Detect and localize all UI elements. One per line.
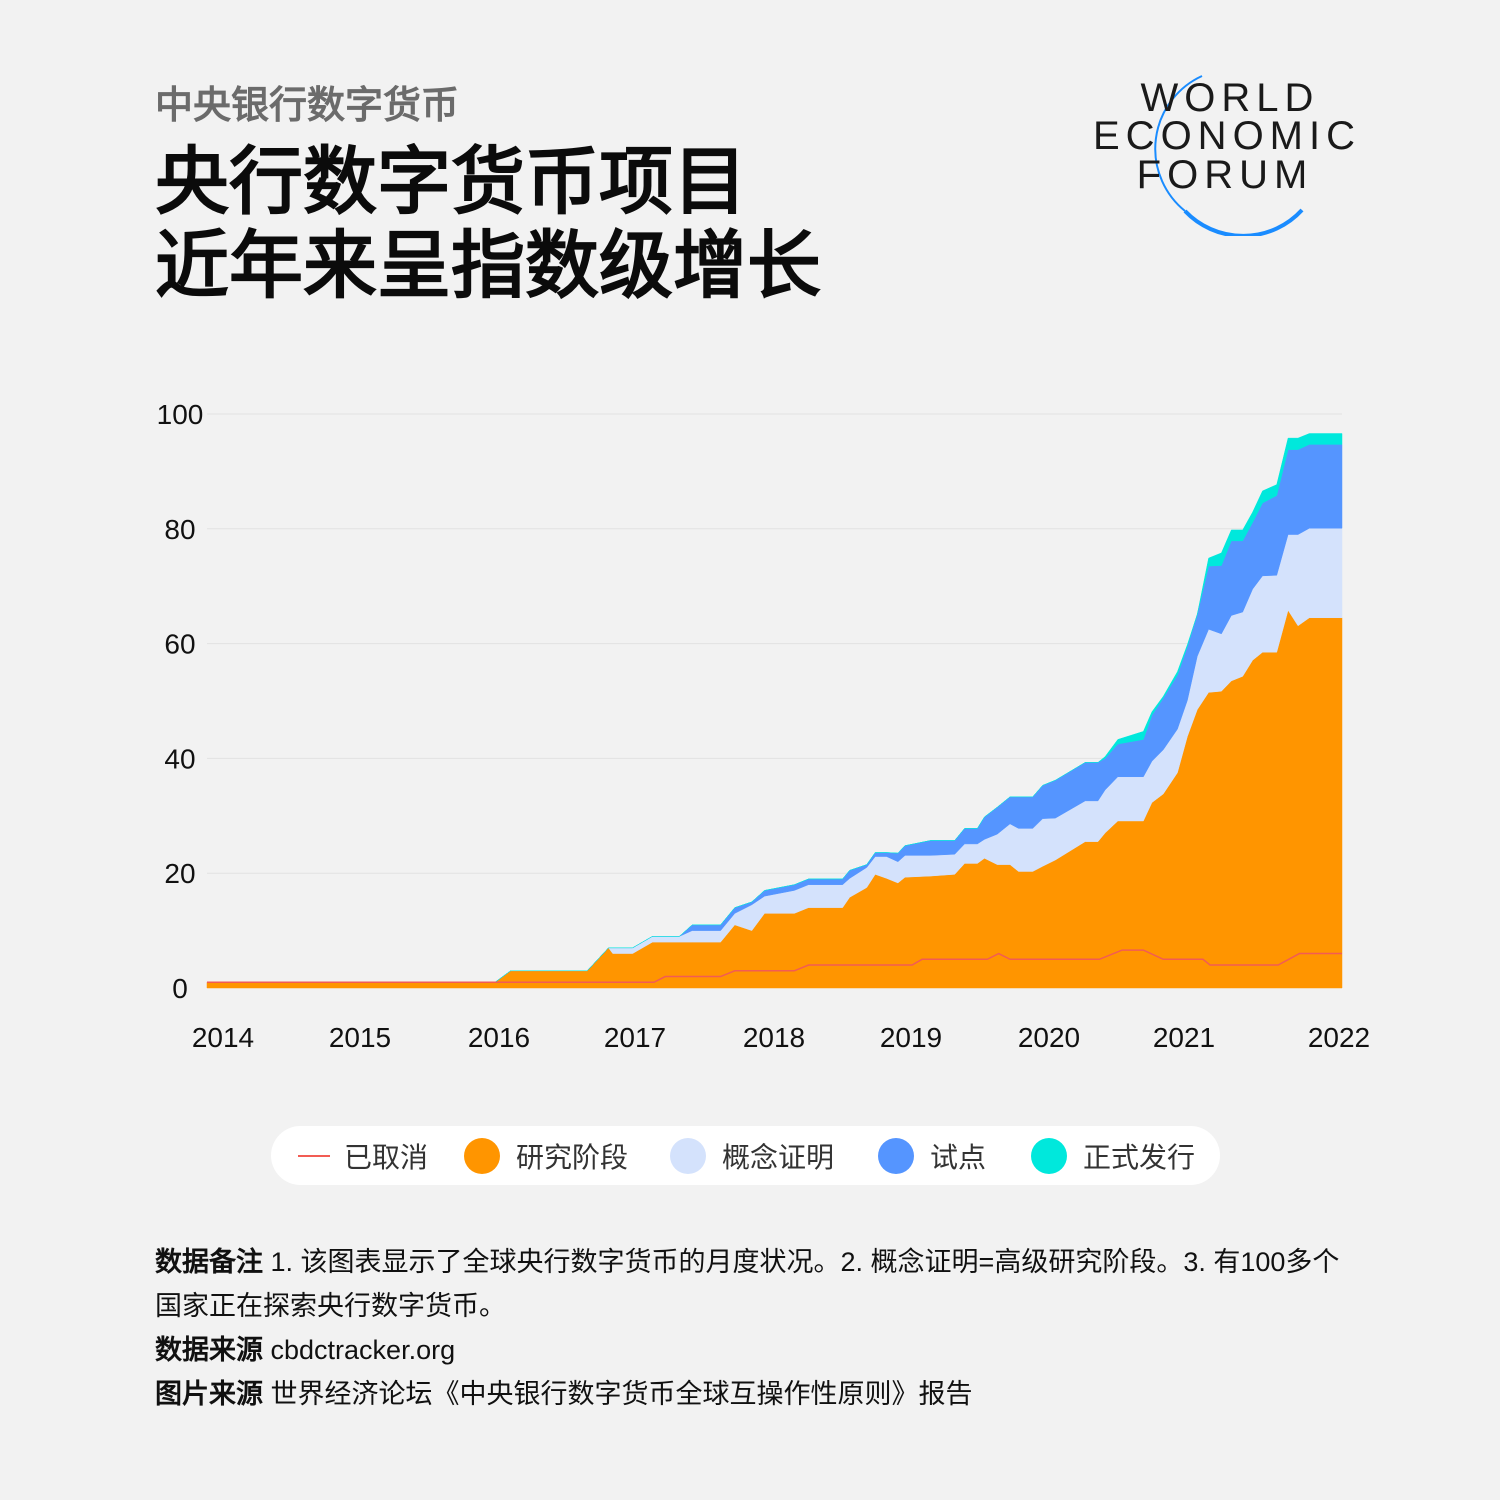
- legend-item-launched: 正式发行: [1031, 1126, 1195, 1185]
- area-launched: [207, 433, 1343, 983]
- y-tick-label: 40: [164, 743, 195, 774]
- research-swatch: [464, 1137, 500, 1174]
- legend: 已取消 研究阶段 概念证明 试点 正式发行: [271, 1126, 1220, 1185]
- title-line-1: 央行数字货币项目: [155, 140, 747, 223]
- page-title: 央行数字货币项目 近年来呈指数级增长: [155, 140, 821, 308]
- legend-label: 正式发行: [1083, 1141, 1196, 1173]
- x-tick-label: 2022: [1308, 1022, 1370, 1053]
- x-tick-label: 2018: [743, 1022, 805, 1053]
- data-notes-text: 1. 该图表显示了全球央行数字货币的月度状况。2. 概念证明=高级研究阶段。3.…: [155, 1247, 1340, 1321]
- logo-line-1: WORLD: [1141, 76, 1320, 120]
- legend-item-cancelled: 已取消: [298, 1126, 428, 1185]
- logo-line-2: ECONOMIC: [1093, 114, 1361, 158]
- data-source: 数据来源 cbdctracker.org: [155, 1328, 1355, 1372]
- source-label: 数据来源: [155, 1335, 263, 1365]
- y-tick-label: 60: [164, 629, 195, 660]
- legend-item-pilot: 试点: [878, 1126, 986, 1185]
- y-tick-label: 80: [164, 514, 195, 545]
- notes: 数据备注 1. 该图表显示了全球央行数字货币的月度状况。2. 概念证明=高级研究…: [155, 1240, 1355, 1416]
- logo-arc-icon: [1154, 75, 1203, 212]
- cancelled-line-swatch: [298, 1154, 330, 1157]
- x-tick-label: 2020: [1018, 1022, 1080, 1053]
- data-notes: 数据备注 1. 该图表显示了全球央行数字货币的月度状况。2. 概念证明=高级研究…: [155, 1240, 1355, 1328]
- legend-label: 已取消: [344, 1141, 429, 1173]
- y-tick-label: 100: [157, 399, 204, 430]
- pilot-swatch: [878, 1137, 914, 1174]
- logo-arc-bold-icon: [1183, 208, 1304, 236]
- y-tick-label: 20: [164, 858, 195, 889]
- image-source-label: 图片来源: [155, 1379, 263, 1409]
- data-notes-label: 数据备注: [155, 1247, 263, 1277]
- wef-logo: WORLD ECONOMIC FORUM: [1093, 75, 1361, 236]
- x-tick-label: 2016: [468, 1022, 530, 1053]
- legend-label: 研究阶段: [516, 1141, 629, 1173]
- line-cancelled: [207, 949, 1342, 984]
- image-source-text: 世界经济论坛《中央银行数字货币全球互操作性原则》报告: [270, 1379, 973, 1409]
- x-tick-label: 2015: [329, 1022, 391, 1053]
- logo-line-3: FORUM: [1137, 153, 1314, 197]
- source-text: cbdctracker.org: [270, 1335, 456, 1365]
- legend-item-research: 研究阶段: [464, 1126, 628, 1185]
- chart: 0 20 40 60 80 100 2014 2015 2016 2017 2018 2019 202…: [157, 399, 1371, 1053]
- kicker: 中央银行数字货币: [155, 85, 460, 127]
- legend-item-poc: 概念证明: [670, 1126, 834, 1185]
- legend-label: 概念证明: [722, 1141, 835, 1173]
- legend-label: 试点: [930, 1141, 987, 1173]
- title-line-2: 近年来呈指数级增长: [155, 224, 821, 307]
- x-tick-label: 2014: [192, 1022, 254, 1053]
- x-tick-label: 2021: [1153, 1022, 1215, 1053]
- launched-swatch: [1031, 1137, 1067, 1174]
- image-source: 图片来源 世界经济论坛《中央银行数字货币全球互操作性原则》报告: [155, 1372, 1355, 1416]
- x-tick-label: 2017: [604, 1022, 666, 1053]
- poc-swatch: [670, 1137, 706, 1174]
- x-tick-label: 2019: [880, 1022, 942, 1053]
- area-research: [206, 609, 1343, 989]
- y-tick-label: 0: [172, 973, 188, 1004]
